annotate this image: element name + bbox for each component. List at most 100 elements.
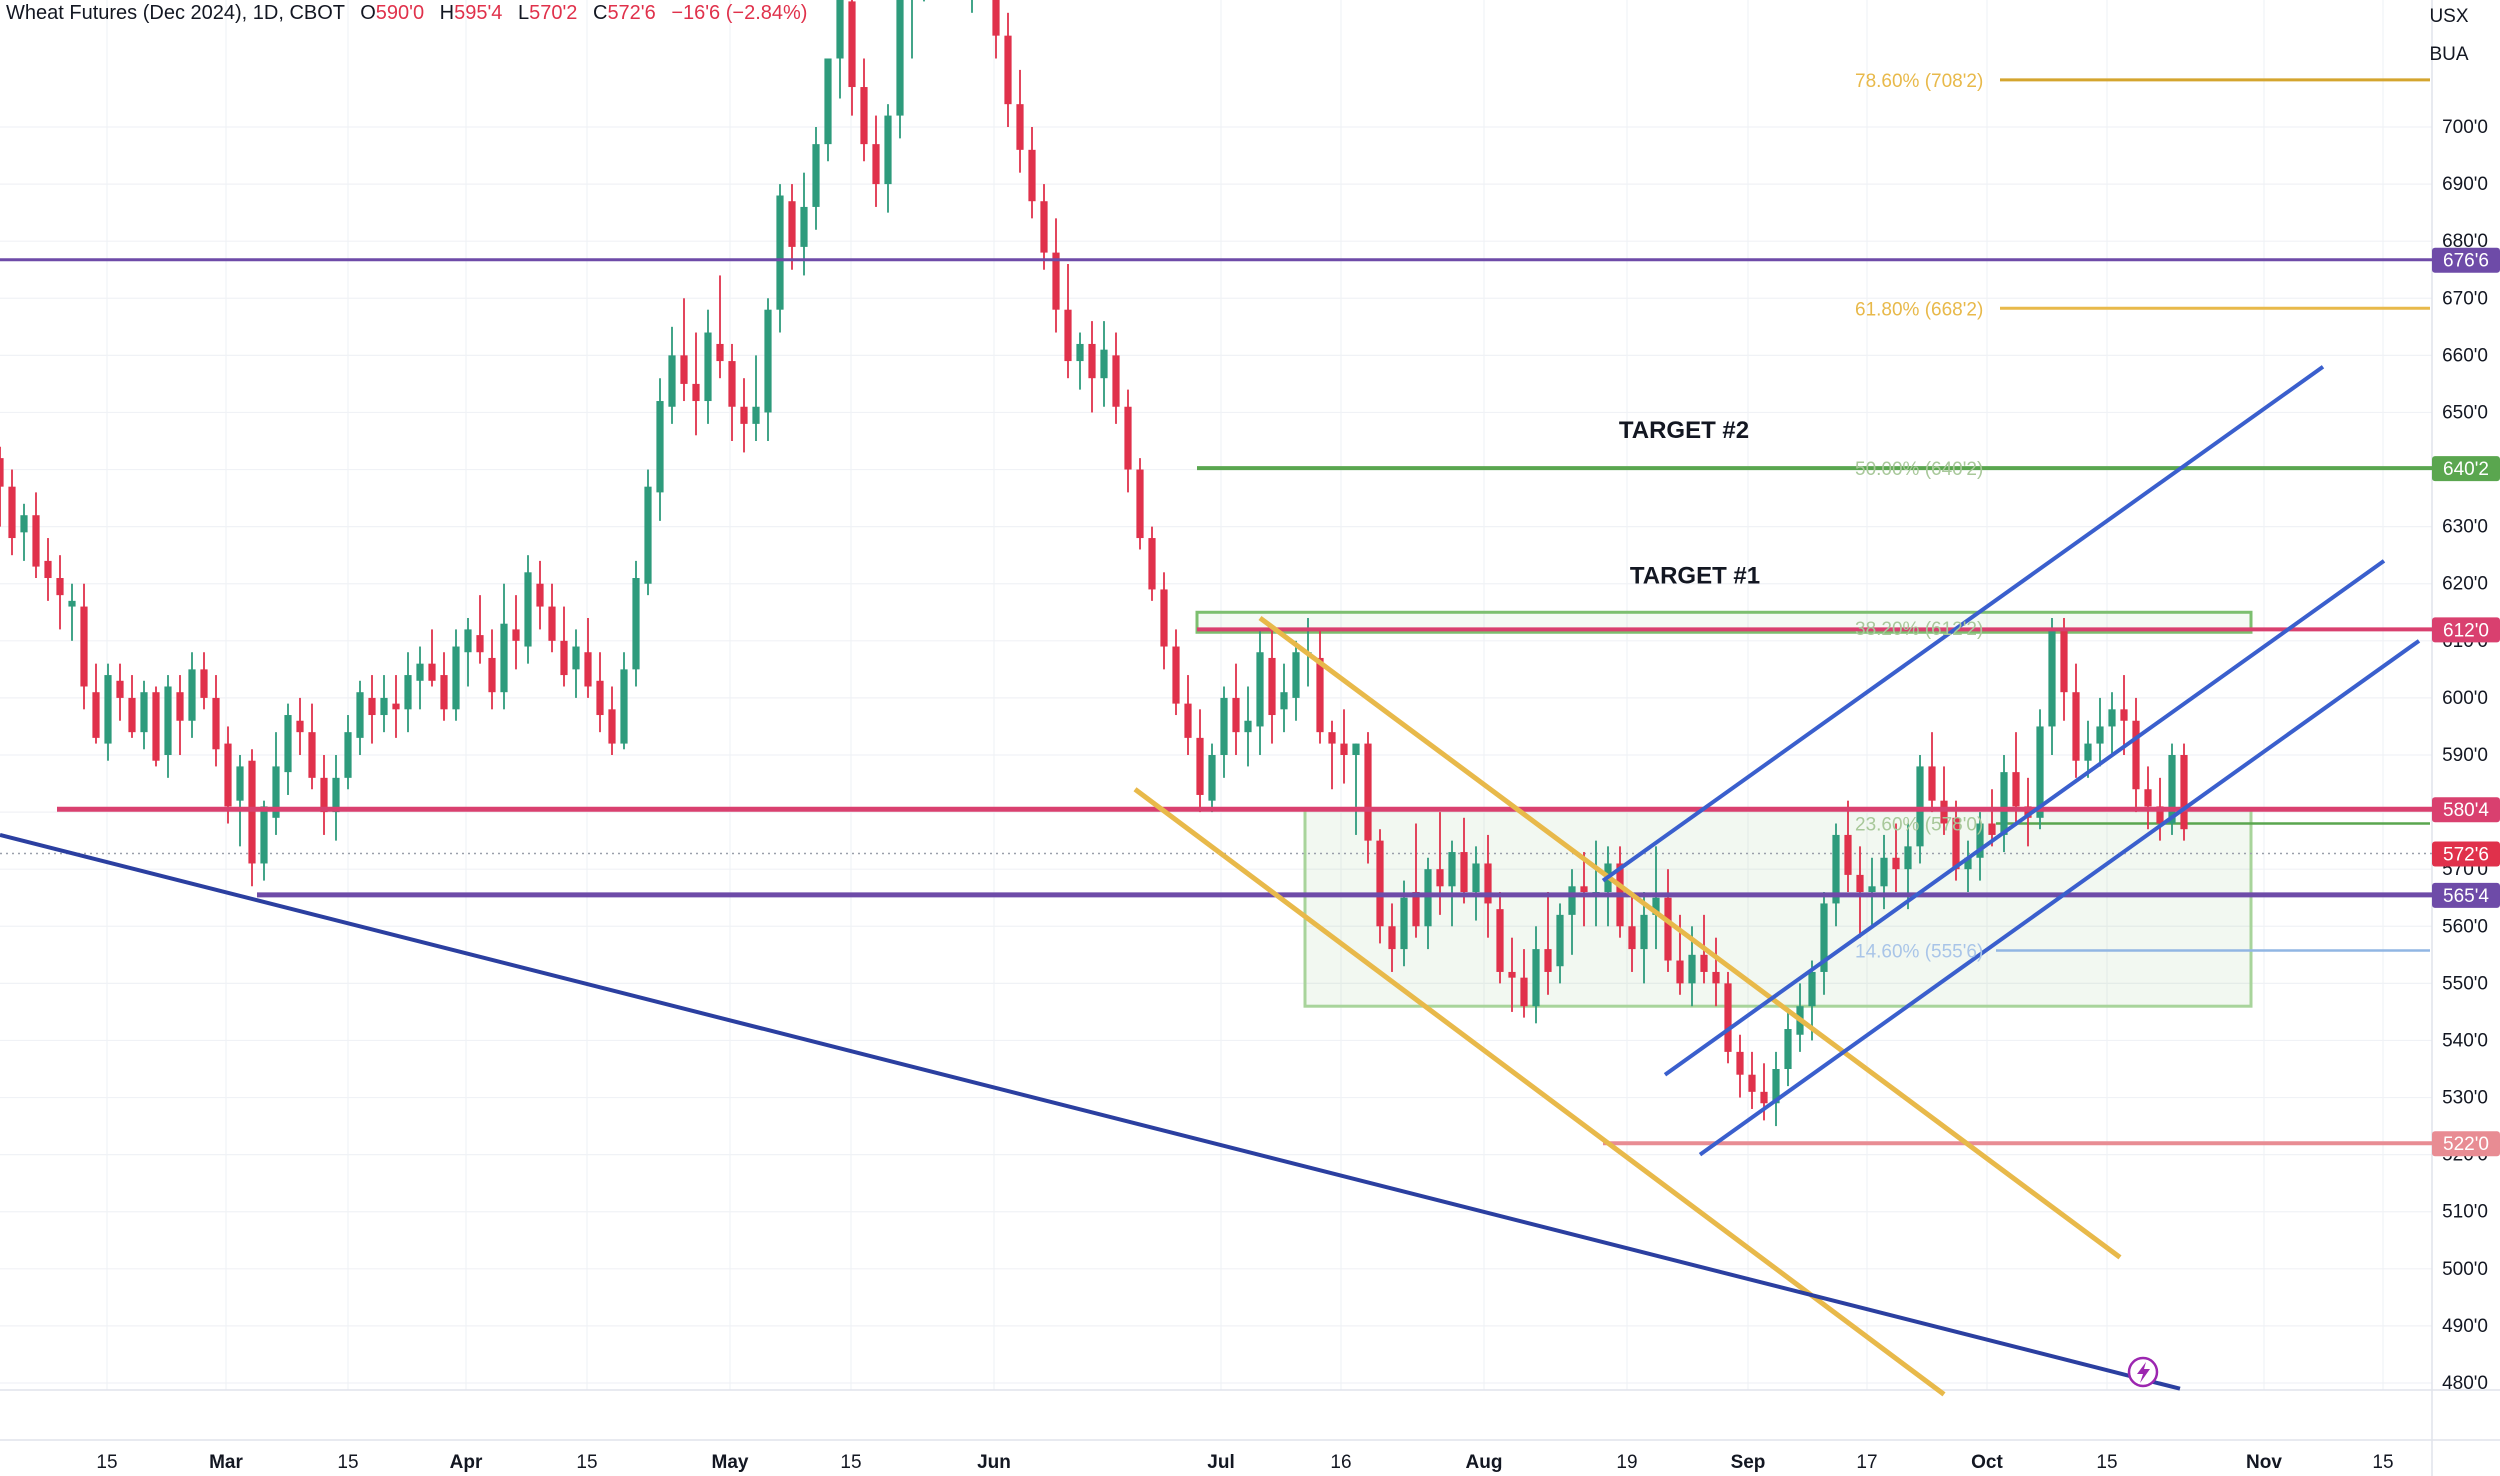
price-tag-box [2432,617,2500,643]
candle-body [1316,657,1324,733]
price-tick-label: 590'0 [2442,745,2488,766]
price-tick-label: 550'0 [2442,973,2488,994]
candle-body [2000,772,2008,835]
candle-body [584,652,592,687]
candle-body [1184,703,1192,738]
candle-body [1976,823,1984,858]
candle-body [428,663,436,681]
candle-body [392,703,400,710]
fib-label: 78.60% (708'2) [1855,71,1983,92]
candle-body [1544,949,1552,972]
candle-body [608,709,616,744]
low-value: 570'2 [529,2,578,24]
time-tick-label: Oct [1971,1452,2003,1473]
candle-body [1016,104,1024,150]
candle-body [1064,309,1072,362]
candle-body [248,760,256,864]
time-tick-label: Apr [450,1452,483,1473]
time-tick-label: Jul [1207,1452,1234,1473]
price-tag-box [2432,1131,2500,1157]
candle-body [2120,709,2128,721]
time-tick-label: Nov [2246,1452,2282,1473]
candle-body [1028,149,1036,202]
candle-body [2060,629,2068,693]
candle-body [1412,892,1420,927]
candle-body [452,646,460,710]
time-tick-label: Sep [1731,1452,1766,1473]
price-tag-box [2432,797,2500,823]
fib-label: 50.00% (640'2) [1855,459,1983,480]
up-channel-upper [1601,365,2325,883]
price-tick-label: 510'0 [2442,1202,2488,1223]
price-tick-label: 560'0 [2442,916,2488,937]
unit-label[interactable]: BUA [2429,44,2469,65]
candle-body [1652,897,1660,915]
candle-body [2084,743,2092,761]
long-term-downtrend [0,832,2181,1391]
candle-body [1760,1091,1768,1104]
candle-body [2012,772,2020,807]
fib-label: 23.60% (578'0) [1855,815,1983,836]
candle-body [440,675,448,710]
candle-body [1928,766,1936,801]
candle-body [1160,589,1168,647]
candle-body [1292,652,1300,698]
candles [0,0,2188,1127]
candle-body [1520,977,1528,1007]
candle-body [176,692,184,721]
candle-body [296,720,304,733]
price-tag-box [2432,247,2500,273]
lightning-icon-bolt [2137,1362,2150,1383]
close-value: 572'6 [607,2,656,24]
candle-body [788,201,796,247]
candle-body [368,697,376,716]
candle-body [20,515,28,533]
candle-body [68,600,76,607]
candle-body [1772,1069,1780,1104]
symbol-legend[interactable]: Wheat Futures (Dec 2024), 1D, CBOT O590'… [6,2,807,25]
candle-body [872,144,880,185]
target-1-box [1195,610,2253,634]
candle-body [644,486,652,584]
candle-body [2048,629,2056,727]
candle-body [236,766,244,801]
price-tick-label: 680'0 [2442,231,2488,252]
fib-label: 38.20% (612'2) [1855,619,1983,640]
drawings [0,78,2432,1008]
time-axis[interactable]: 15 Mar 15 Apr 15 May 15 Jun Jul 16 Aug 19 Sep 17 Oct 15… [96,1452,2393,1473]
candle-body [992,0,1000,36]
candle-body [476,635,484,653]
candle-body [1004,35,1012,105]
price-tag-box [2432,882,2500,908]
candle-body [1880,857,1888,887]
candle-body [104,675,112,744]
candle-body [1340,743,1348,755]
candle-body [2036,726,2044,818]
candle-body [224,743,232,807]
candle-body [704,332,712,402]
high-value: 595'4 [454,2,503,24]
candle-body [1424,869,1432,927]
candle-body [0,458,4,487]
candle-body [800,206,808,247]
candle-body [824,58,832,145]
candle-body [44,560,52,579]
currency-label[interactable]: USX [2429,6,2469,27]
candle-body [1040,201,1048,253]
candle-body [284,715,292,773]
candle-body [776,195,784,310]
candle-body [1640,914,1648,950]
time-tick-label: 16 [1330,1452,1351,1473]
price-axis[interactable]: 480'0490'0500'0510'0520'0530'0540'0550'0… [2432,117,2500,1394]
candle-body [1568,886,1576,915]
candle-body [32,515,40,567]
candle-body [1220,697,1228,755]
candle-body [2180,755,2188,830]
candle-body [1256,652,1264,727]
candle-body [1400,897,1408,950]
candle-body [1136,469,1144,539]
lightning-icon[interactable] [2127,1356,2159,1388]
price-tick-label: 630'0 [2442,517,2488,538]
